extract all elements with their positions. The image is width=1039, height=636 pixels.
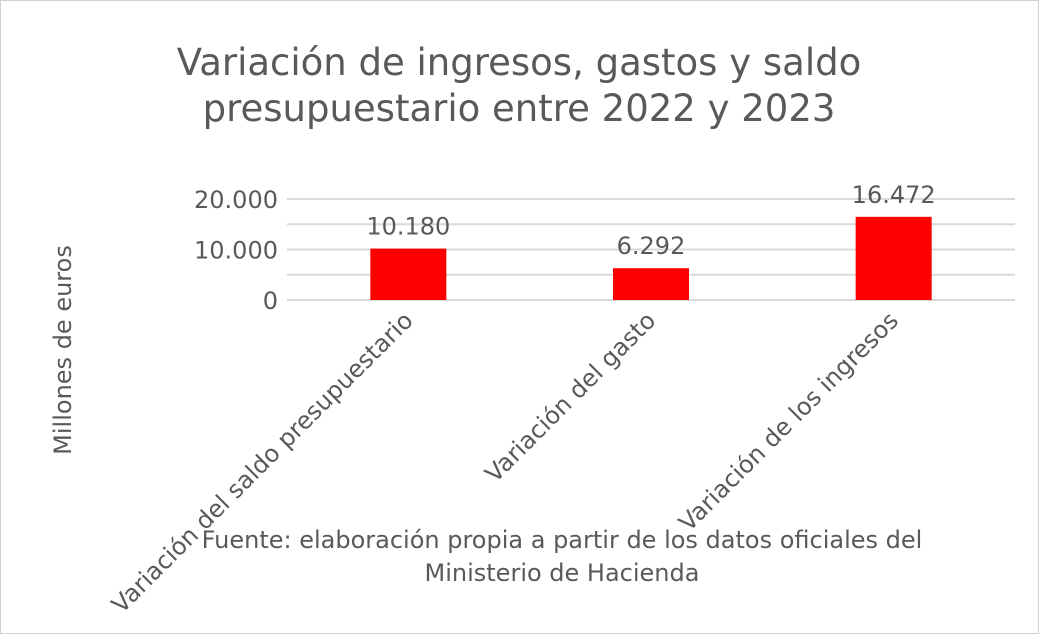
source-note-line-2: Ministerio de Hacienda (425, 559, 700, 587)
x-tick-label: Variación del saldo presupuestario (106, 306, 418, 618)
source-note-line-1: Fuente: elaboración propia a partir de l… (202, 526, 923, 554)
data-label: 16.472 (852, 181, 936, 209)
x-tick-label: Variación de los ingresos (673, 306, 903, 536)
y-axis-label: Millones de euros (49, 245, 77, 455)
bar (370, 248, 447, 300)
data-label: 10.180 (366, 213, 450, 241)
x-tick-label: Variación del gasto (480, 306, 662, 488)
y-tick-label: 20.000 (194, 186, 278, 214)
bar (855, 216, 932, 300)
bar (613, 268, 689, 300)
y-tick-label: 0 (263, 287, 278, 315)
y-tick-label: 10.000 (194, 237, 278, 265)
data-label: 6.292 (617, 232, 686, 260)
chart-title-line-2: presupuestario entre 2022 y 2023 (203, 87, 836, 130)
chart-title-line-1: Variación de ingresos, gastos y saldo (177, 41, 861, 84)
